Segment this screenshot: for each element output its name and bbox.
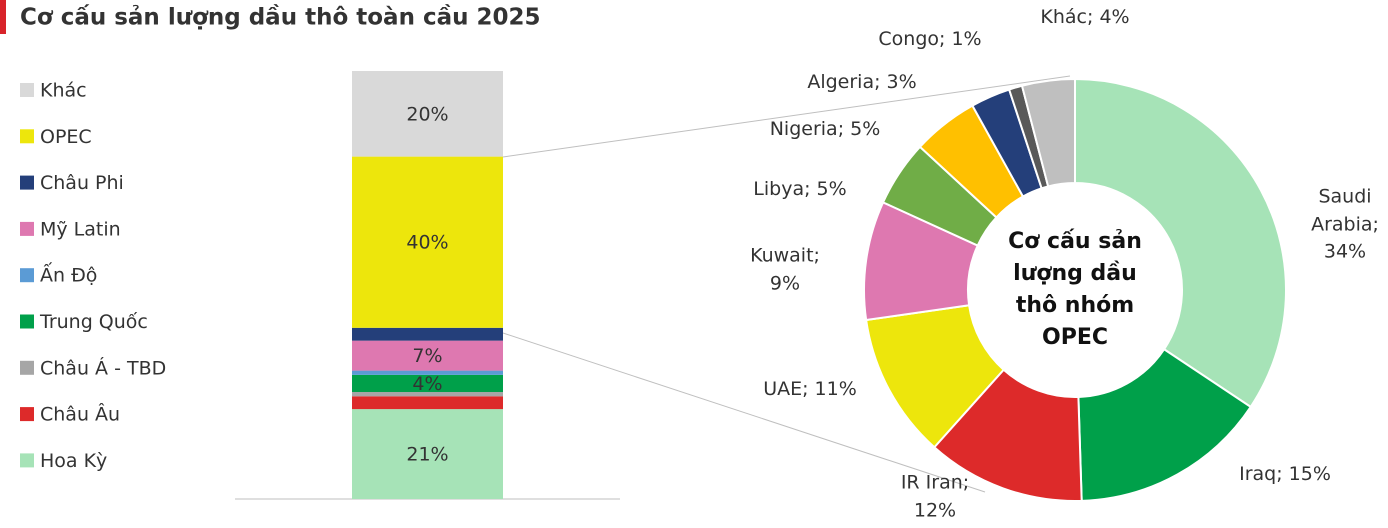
data-label: 20% xyxy=(406,103,448,125)
legend-swatch xyxy=(20,221,34,236)
title-accent xyxy=(0,0,6,34)
data-label: 7% xyxy=(412,345,442,367)
data-label: IR Iran; 12% xyxy=(900,471,970,521)
legend-swatch xyxy=(20,129,34,144)
legend-swatch xyxy=(20,83,34,97)
legend-label: OPEC xyxy=(40,126,92,148)
bar-segment xyxy=(352,327,503,341)
data-label: Saudi Arabia; 34% xyxy=(1311,185,1379,263)
legend-label: Châu Phi xyxy=(40,172,124,194)
data-label: 40% xyxy=(406,232,448,254)
bar-segment xyxy=(352,374,503,392)
data-label: 4% xyxy=(412,373,442,395)
bar-segment xyxy=(352,396,503,410)
legend-label: Khác xyxy=(40,80,87,102)
data-label: Kuwait; 9% xyxy=(750,244,820,294)
data-label: Libya; 5% xyxy=(753,178,847,201)
donut-center-label: Cơ cấu sản lượng dầu thô nhóm OPEC xyxy=(1008,229,1142,350)
legend-swatch xyxy=(20,314,34,329)
legend-swatch xyxy=(20,360,34,375)
data-label: Khác; 4% xyxy=(1040,6,1130,29)
data-label: Nigeria; 5% xyxy=(769,118,881,141)
legend-swatch xyxy=(20,268,34,283)
bar-segment xyxy=(352,340,503,371)
bar-segment xyxy=(352,71,503,157)
donut-slice xyxy=(1077,347,1253,502)
bar-segment xyxy=(352,156,503,328)
bar-segment xyxy=(352,409,503,499)
donut-slice xyxy=(1074,77,1287,409)
data-label: 21% xyxy=(406,444,448,466)
legend-label: Mỹ Latin xyxy=(40,218,121,240)
donut-hole xyxy=(969,184,1181,396)
bar-segment xyxy=(352,392,503,397)
legend-swatch xyxy=(20,175,34,190)
legend-swatch xyxy=(20,407,34,422)
legend-label: Châu Á - TBD xyxy=(40,356,166,379)
bar-segment xyxy=(352,370,503,375)
data-label: Congo; 1% xyxy=(878,28,982,51)
legend-label: Châu Âu xyxy=(40,403,120,426)
connector xyxy=(502,75,1071,158)
legend-label: Trung Quốc xyxy=(39,311,148,333)
legend-swatch xyxy=(20,453,34,468)
data-label: Algeria; 3% xyxy=(807,71,917,94)
donut-slice xyxy=(1020,77,1076,188)
legend-label: Ấn Độ xyxy=(40,262,97,287)
connector xyxy=(502,332,986,493)
legend-label: Hoa Kỳ xyxy=(40,450,107,472)
data-label: UAE; 11% xyxy=(763,378,857,401)
chart-title: Cơ cấu sản lượng dầu thô toàn cầu 2025 xyxy=(20,4,541,31)
data-label: Iraq; 15% xyxy=(1239,463,1331,486)
